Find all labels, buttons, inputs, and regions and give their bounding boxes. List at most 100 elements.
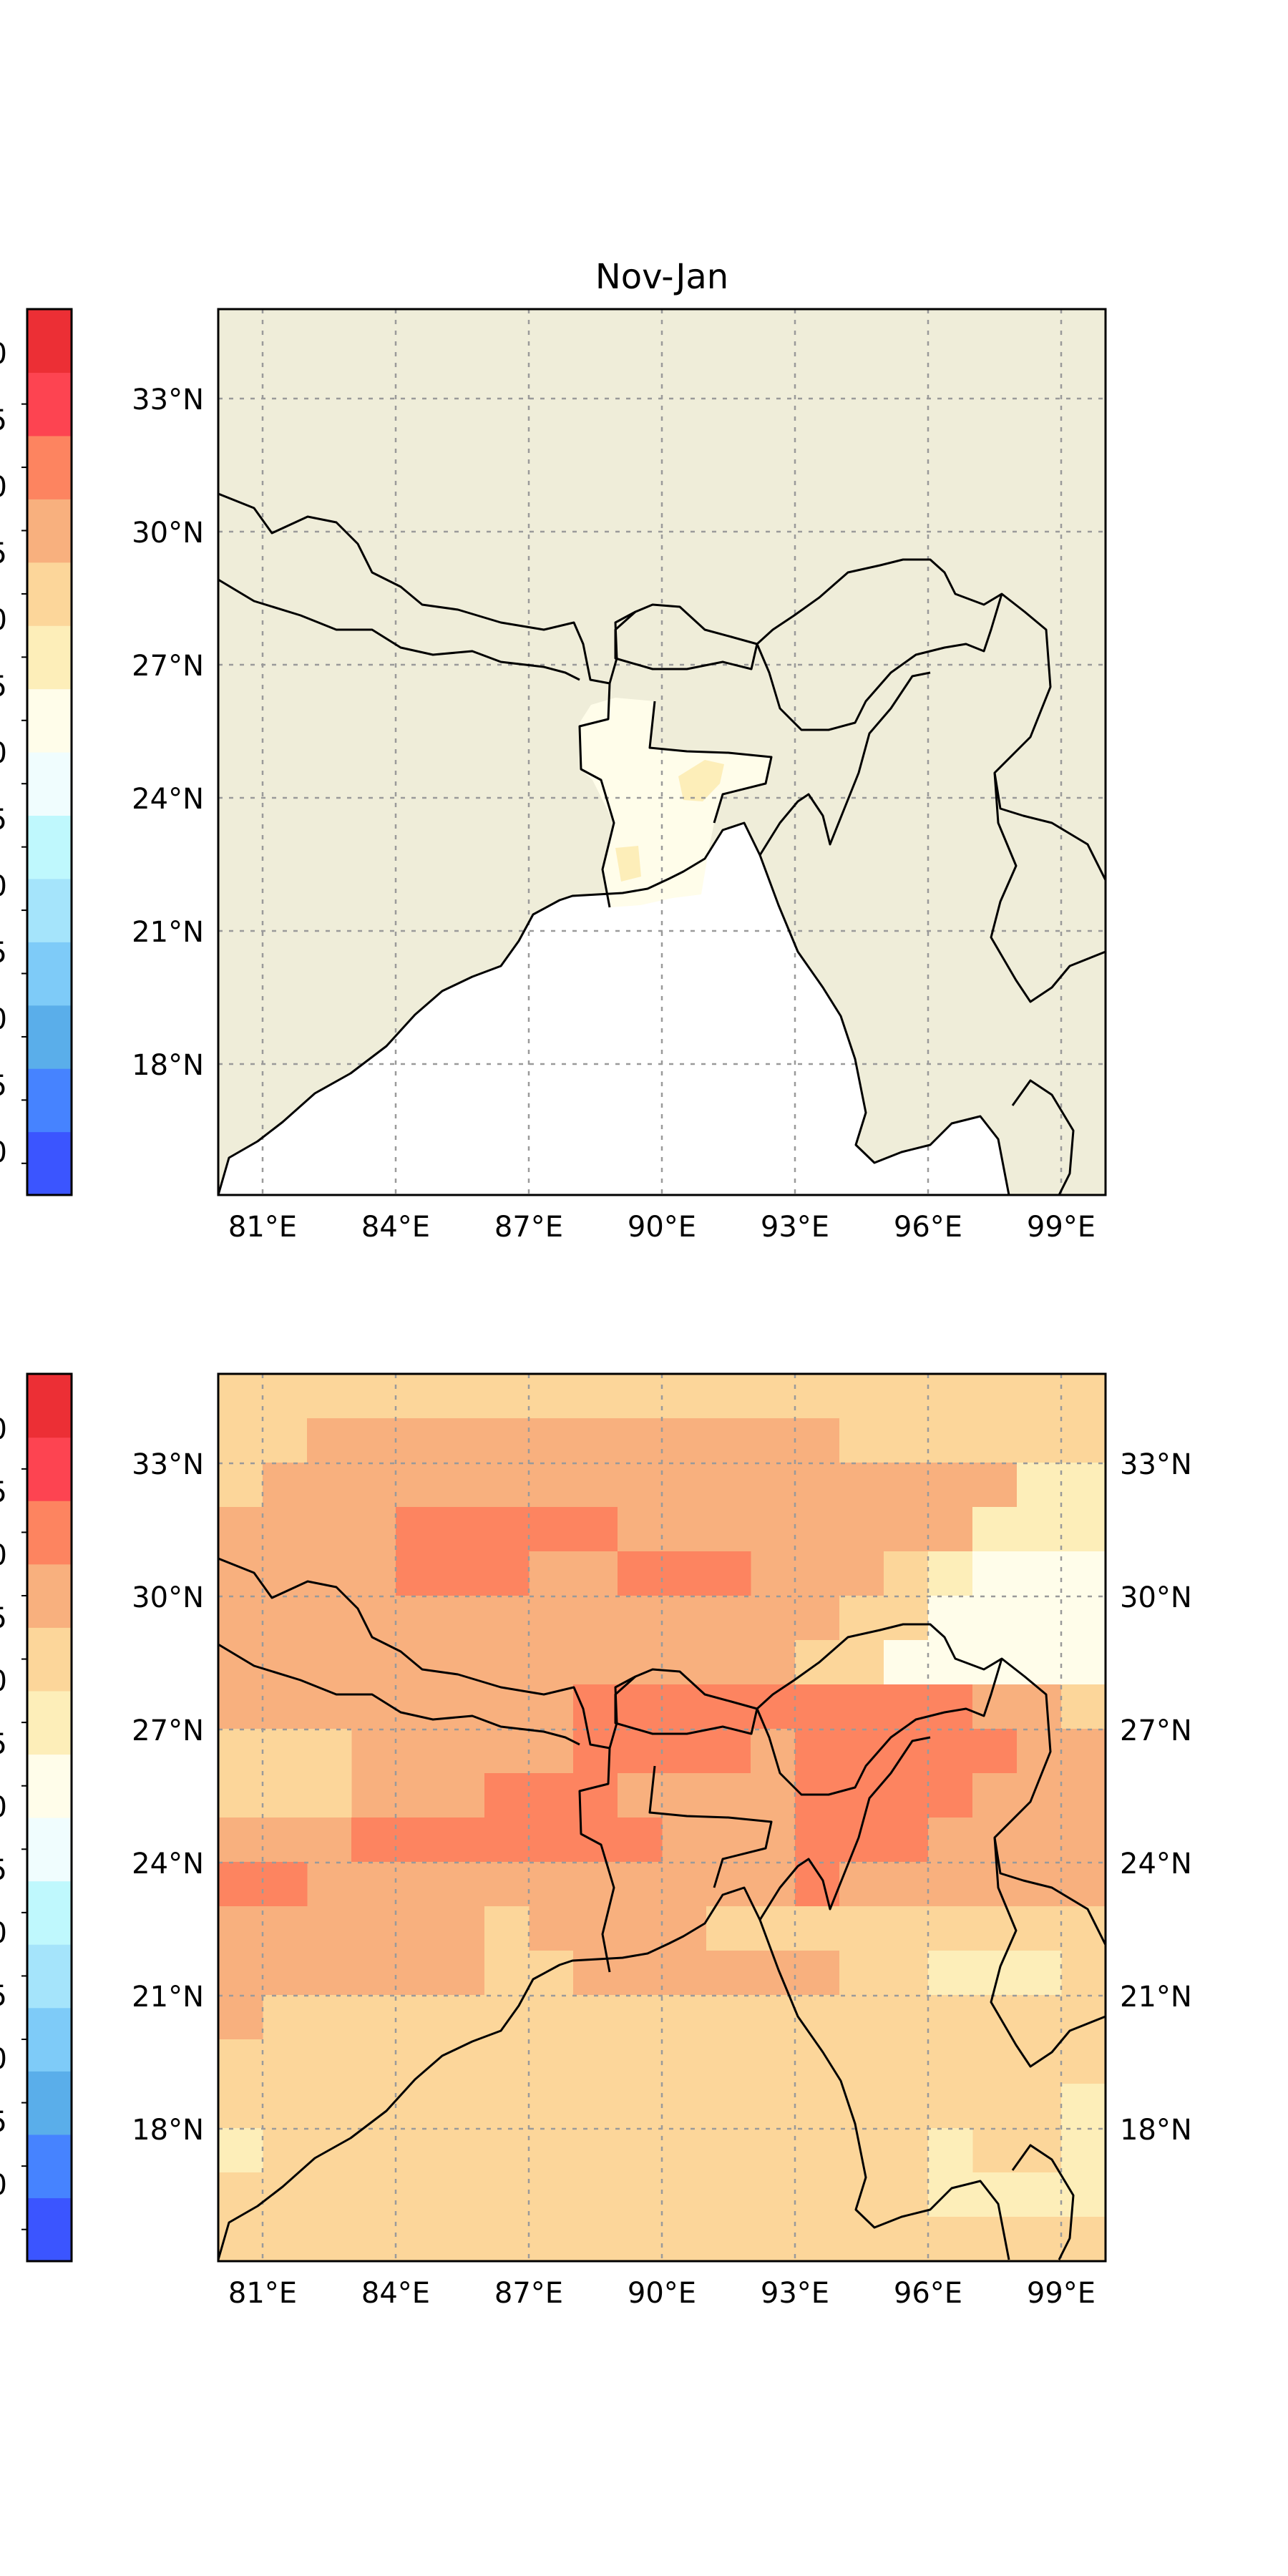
value-cell [662, 1374, 1106, 1419]
bottom-colorbar-tick-label: 0 [0, 2043, 7, 2076]
bottom-lat-labels-right: 33°N 30°N 27°N 24°N 21°N 18°N [1120, 1448, 1192, 2147]
colorbar-segment [27, 1501, 72, 1565]
colorbar-segment [27, 1690, 72, 1755]
value-cell [218, 1773, 352, 1818]
value-cell [928, 1596, 1106, 1641]
value-cell [972, 1507, 1106, 1552]
colorbar-frame [26, 1372, 73, 2263]
colorbar-segment [27, 752, 72, 816]
colorbar-segment [27, 942, 72, 1006]
colorbar-segment [27, 562, 72, 626]
top-colorbar-tick-labels: 0 5 0 5 0 5 0 5 0 5 0 5 0 [0, 338, 7, 1169]
value-cell [884, 1551, 929, 1596]
bottom-colorbar-tick-label: 5 [0, 1728, 7, 1761]
colorbar-segment [27, 2007, 72, 2072]
colorbar-segment [27, 1818, 72, 1882]
top-lat-label: 27°N [132, 650, 204, 683]
bottom-gridlines [218, 1374, 1106, 2261]
top-borders [218, 492, 1106, 1195]
bottom-lat-label-right: 27°N [1120, 1714, 1192, 1747]
bottom-lon-label: 81°E [228, 2277, 297, 2310]
bottom-colorbar-tick-label: 0 [0, 1917, 7, 1950]
bottom-lon-label: 87°E [494, 2277, 563, 2310]
top-lon-label: 87°E [494, 1211, 563, 1244]
top-colorbar-tick-label: 0 [0, 338, 7, 371]
value-cell [396, 1507, 618, 1552]
bottom-colorbar-tick-label: 5 [0, 1476, 7, 1509]
top-lat-label: 33°N [132, 384, 204, 416]
value-cell [618, 1551, 751, 1596]
top-lat-label: 30°N [132, 517, 204, 550]
value-cell [1061, 2084, 1106, 2129]
bottom-colorbar-tick-labels: 0 5 0 5 0 5 0 5 0 5 0 5 0 [0, 1413, 7, 2202]
colorbar-segment [27, 1131, 72, 1196]
colorbar-segment [27, 1563, 72, 1628]
bottom-lat-label-right: 33°N [1120, 1448, 1192, 1481]
top-value-patch [678, 760, 724, 801]
bottom-lat-label-right: 24°N [1120, 1848, 1192, 1880]
top-map-area [218, 309, 1106, 1195]
colorbar-segment [27, 815, 72, 879]
top-colorbar-tick-label: 5 [0, 537, 7, 570]
bottom-lat-label-right: 18°N [1120, 2114, 1192, 2147]
top-colorbar-tick-label: 5 [0, 1070, 7, 1103]
top-colorbar-tick-label: 5 [0, 404, 7, 437]
bottom-lon-labels: 81°E 84°E 87°E 90°E 93°E 96°E 99°E [228, 2277, 1096, 2310]
value-cell [928, 1551, 973, 1596]
top-colorbar [21, 308, 73, 1196]
value-cell [706, 1906, 929, 1951]
value-cell [307, 1418, 840, 1463]
value-cell [928, 1818, 1106, 1863]
bottom-panel: 33°N 30°N 27°N 24°N 21°N 18°N 33°N 30°N … [0, 1372, 1192, 2310]
colorbar-segment [27, 2197, 72, 2262]
top-colorbar-tick-label: 5 [0, 804, 7, 836]
value-cell [618, 1507, 796, 1552]
bottom-colorbar-tick-label: 0 [0, 1791, 7, 1824]
top-ocean [218, 823, 1009, 1195]
value-cell [484, 1906, 530, 1951]
value-cell [839, 1862, 1106, 1907]
bottom-map-area [218, 1374, 1106, 2261]
bottom-lat-label: 27°N [132, 1714, 204, 1747]
value-cell [1061, 1684, 1106, 1729]
colorbar-segment [27, 1005, 72, 1069]
bottom-lat-label-right: 21°N [1120, 1981, 1192, 2014]
bottom-colorbar-tick-label: 5 [0, 1980, 7, 2013]
bottom-lon-label: 96°E [894, 2277, 962, 2310]
colorbar-segment [27, 309, 72, 374]
top-lon-labels: 81°E 84°E 87°E 90°E 93°E 96°E 99°E [228, 1211, 1096, 1244]
colorbar-segment [27, 878, 72, 942]
bottom-lat-label-right: 30°N [1120, 1581, 1192, 1614]
colorbar-segment [27, 1627, 72, 1692]
colorbar-segment [27, 688, 72, 753]
colorbar-segment [27, 1437, 72, 1501]
colorbar-segment [27, 499, 72, 563]
bottom-colorbar-tick-label: 0 [0, 2169, 7, 2202]
colorbar-segment [27, 435, 72, 499]
bottom-lat-labels-left: 33°N 30°N 27°N 24°N 21°N 18°N [132, 1448, 204, 2147]
bottom-lat-label: 24°N [132, 1848, 204, 1880]
top-lon-label: 96°E [894, 1211, 962, 1244]
bottom-value-grid [218, 1374, 1106, 2261]
value-cell [218, 1951, 485, 1996]
bottom-colorbar-tick-label: 0 [0, 1539, 7, 1572]
top-lat-label: 18°N [132, 1049, 204, 1082]
top-colorbar-tick-label: 0 [0, 1136, 7, 1169]
colorbar-segment [27, 1944, 72, 2009]
top-panel: Nov-Jan [0, 257, 1107, 1244]
colorbar-segment [27, 2134, 72, 2199]
top-colorbar-tick-label: 0 [0, 1003, 7, 1036]
bottom-lat-label: 33°N [132, 1448, 204, 1481]
value-cell [928, 2172, 1106, 2218]
colorbar-segment [27, 625, 72, 690]
top-colorbar-tick-label: 0 [0, 471, 7, 504]
bottom-lon-label: 84°E [361, 2277, 430, 2310]
value-cell [839, 1596, 929, 1641]
bottom-borders [218, 1557, 1106, 2260]
bottom-lon-label: 99°E [1027, 2277, 1096, 2310]
bottom-lat-label: 30°N [132, 1581, 204, 1614]
value-cell [618, 1773, 796, 1818]
top-panel-title: Nov-Jan [595, 257, 728, 297]
value-cell [218, 1995, 1106, 2040]
